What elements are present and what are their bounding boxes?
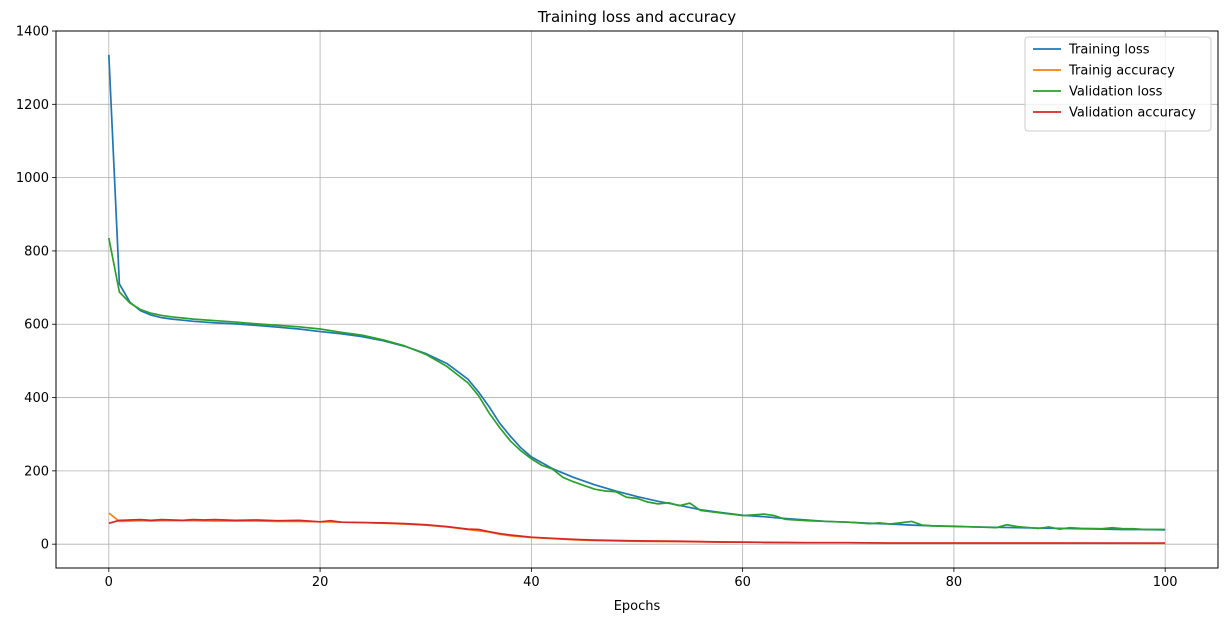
legend-label: Validation accuracy: [1069, 106, 1196, 121]
series-line: [109, 520, 1165, 543]
y-tick-label: 400: [24, 391, 49, 406]
x-tick-label: 80: [946, 575, 963, 590]
y-axis-ticks: 0 200 400 600 800 1000 1200 1400: [16, 25, 56, 553]
series-line: [109, 238, 1165, 529]
x-tick-label: 60: [734, 575, 751, 590]
y-tick-label: 200: [24, 464, 49, 479]
y-tick-label: 1200: [16, 98, 49, 113]
x-tick-label: 0: [105, 575, 113, 590]
y-tick-label: 1000: [16, 171, 49, 186]
y-tick-label: 800: [24, 244, 49, 259]
y-tick-label: 1400: [16, 25, 49, 40]
legend: Training loss Trainig accuracy Validation …: [1025, 37, 1211, 131]
series-line: [109, 55, 1165, 530]
legend-label: Trainig accuracy: [1068, 64, 1175, 79]
series-lines: [109, 55, 1165, 544]
x-tick-label: 40: [523, 575, 540, 590]
chart-title: Training loss and accuracy: [537, 8, 736, 26]
legend-label: Validation loss: [1069, 85, 1163, 100]
legend-label: Training loss: [1068, 43, 1150, 58]
y-tick-label: 0: [41, 538, 49, 553]
x-axis-ticks: 0 20 40 60 80 100: [105, 568, 1178, 590]
x-axis-label: Epochs: [614, 599, 661, 614]
x-tick-label: 100: [1153, 575, 1178, 590]
y-tick-label: 600: [24, 318, 49, 333]
x-tick-label: 20: [312, 575, 329, 590]
